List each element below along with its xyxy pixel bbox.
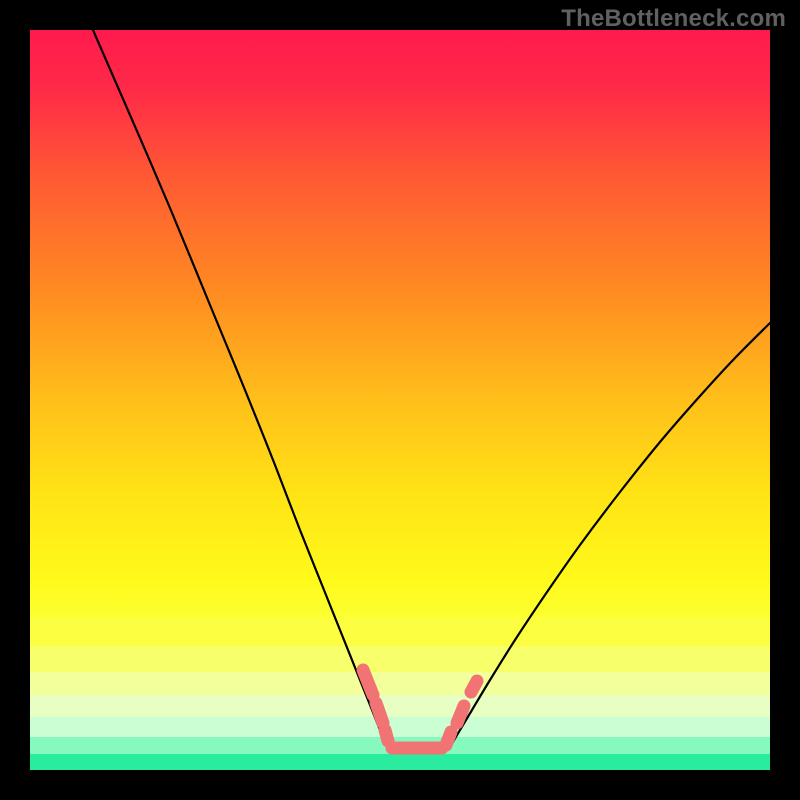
watermark-text: TheBottleneck.com xyxy=(561,5,786,33)
marker-segment xyxy=(363,670,373,695)
marker-segment xyxy=(446,732,451,745)
marker-segment xyxy=(457,706,464,723)
chart-svg xyxy=(30,30,770,770)
chart-container: TheBottleneck.com xyxy=(0,0,800,800)
bottom-marker xyxy=(363,670,477,748)
plot-area xyxy=(30,30,770,770)
curve-right xyxy=(453,323,770,742)
marker-segment xyxy=(385,730,388,741)
marker-segment xyxy=(376,703,383,723)
marker-segment xyxy=(471,681,477,692)
curve-left xyxy=(93,30,385,743)
